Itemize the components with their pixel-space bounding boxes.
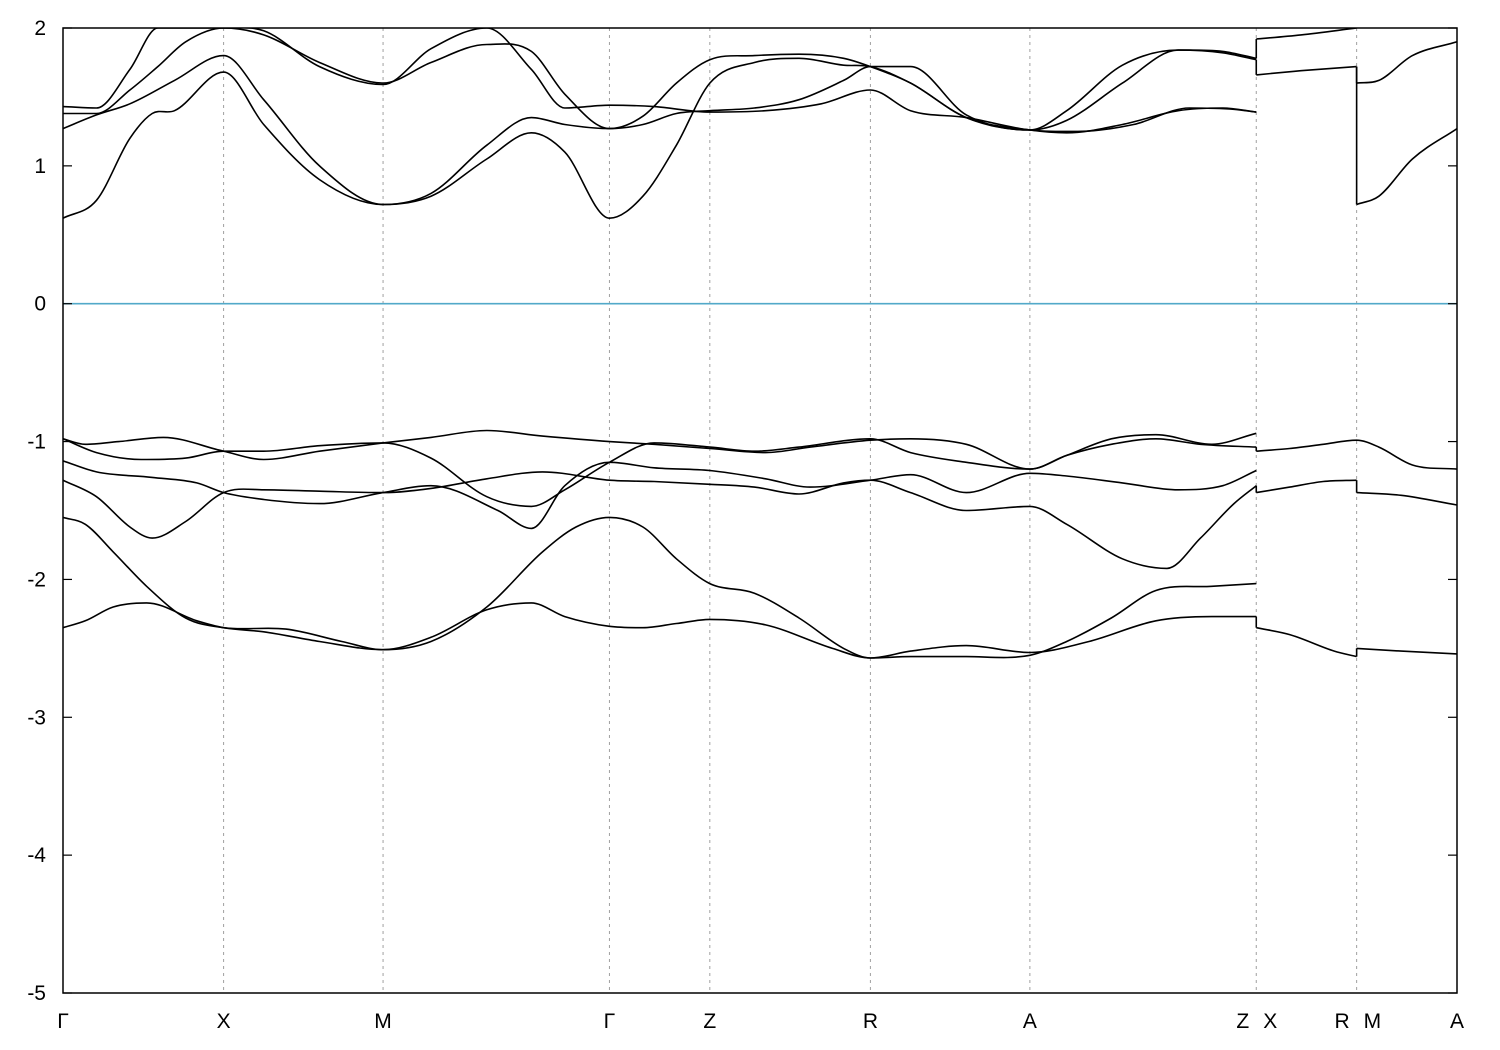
band-line-1	[63, 602, 1257, 659]
y-tick-label: 2	[34, 17, 46, 40]
band-line-19	[1356, 41, 1457, 84]
band-line-4	[63, 460, 1257, 530]
band-line-7	[63, 57, 1257, 219]
kpoint-label: X	[1263, 1010, 1277, 1033]
kpoint-label: A	[1023, 1010, 1037, 1033]
band-line-2	[63, 516, 1257, 659]
band-line-15	[1256, 439, 1457, 470]
y-tick-label: -4	[27, 844, 46, 867]
band-line-18	[1356, 127, 1457, 206]
plot-frame	[62, 27, 1458, 994]
band-line-16	[1256, 65, 1357, 76]
kpoint-label: Z	[703, 1010, 716, 1033]
band-line-11	[1256, 626, 1357, 658]
kpoint-label: M	[1364, 1010, 1382, 1033]
kpoint-label: R	[863, 1010, 878, 1033]
kpoint-label: X	[217, 1010, 231, 1033]
kpoint-label: A	[1450, 1010, 1464, 1033]
band-line-10	[63, 28, 1257, 133]
y-tick-label: -2	[27, 568, 46, 591]
band-line-12	[1356, 647, 1457, 655]
band-line-14	[1356, 491, 1457, 506]
grid-layer	[223, 28, 1358, 993]
y-tick-label: -3	[27, 706, 46, 729]
kpoint-label: Z	[1236, 1010, 1249, 1033]
band-line-3	[63, 471, 1257, 570]
tick-layer	[63, 27, 1457, 994]
band-layer	[63, 28, 1457, 659]
y-tick-label: -1	[27, 431, 46, 454]
band-line-13	[1256, 479, 1357, 494]
band-line-17	[1256, 28, 1357, 40]
kpoint-label: Γ	[604, 1010, 616, 1033]
kpoint-label: M	[374, 1010, 392, 1033]
kpoint-label: R	[1334, 1010, 1349, 1033]
y-tick-label: 0	[34, 293, 46, 316]
band-line-8	[63, 49, 1257, 206]
band-line-6	[63, 429, 1257, 470]
kpoint-label: Γ	[57, 1010, 69, 1033]
y-tick-label: 1	[34, 155, 46, 178]
y-tick-label: -5	[27, 982, 46, 1005]
